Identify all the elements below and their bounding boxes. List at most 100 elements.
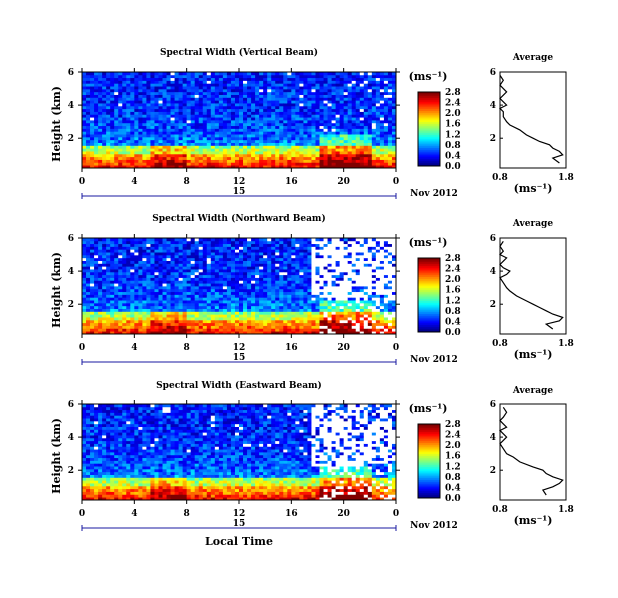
- heatmap-cell: [335, 246, 341, 250]
- heatmap-cell: [106, 105, 111, 110]
- heatmap-cell: [315, 145, 320, 149]
- heatmap-cell: [263, 288, 268, 293]
- heatmap-cell: [371, 162, 377, 166]
- heatmap-cell: [102, 277, 107, 281]
- heatmap-cell: [303, 325, 308, 329]
- heatmap-cell: [150, 263, 155, 267]
- heatmap-cell: [170, 111, 175, 115]
- heatmap-cell: [150, 286, 155, 290]
- heatmap-cell: [162, 297, 167, 301]
- heatmap-cell: [311, 139, 316, 143]
- heatmap-cell: [295, 122, 300, 127]
- heatmap-cell: [234, 142, 240, 146]
- heatmap-cell: [166, 136, 171, 141]
- heatmap-cell: [251, 328, 256, 332]
- heatmap-cell: [94, 88, 99, 93]
- heatmap-cell: [222, 240, 228, 245]
- heatmap-cell: [283, 254, 288, 259]
- heatmap-cell: [355, 139, 361, 143]
- heatmap-cell: [190, 317, 196, 321]
- heatmap-cell: [243, 80, 248, 84]
- heatmap-cell: [86, 153, 91, 158]
- heatmap-cell: [178, 300, 184, 304]
- heatmap-cell: [331, 322, 337, 326]
- heatmap-cell: [162, 77, 167, 81]
- heatmap-cell: [174, 238, 180, 242]
- heatmap-cell: [267, 252, 272, 256]
- heatmap-cell: [210, 142, 216, 146]
- heatmap-cell: [239, 319, 244, 324]
- heatmap-cell: [130, 271, 135, 276]
- heatmap-cell: [351, 88, 357, 93]
- heatmap-cell: [355, 117, 361, 121]
- heatmap-cell: [146, 162, 151, 166]
- heatmap-cell: [190, 77, 196, 81]
- heatmap-cell: [110, 103, 115, 107]
- heatmap-cell: [138, 322, 143, 326]
- heatmap-cell: [335, 165, 341, 169]
- heatmap-cell: [234, 322, 240, 326]
- heatmap-cell: [162, 142, 167, 146]
- heatmap-cell: [130, 263, 135, 267]
- heatmap-cell: [198, 151, 204, 155]
- heatmap-cell: [194, 317, 200, 321]
- heatmap-cell: [214, 159, 220, 163]
- heatmap-cell: [307, 131, 312, 135]
- heatmap-cell: [194, 283, 200, 287]
- heatmap-cell: [202, 317, 208, 321]
- heatmap-cell: [239, 271, 244, 276]
- heatmap-cell: [86, 105, 91, 110]
- heatmap-cell: [202, 122, 208, 127]
- heatmap-cell: [218, 319, 224, 324]
- heatmap-cell: [214, 305, 220, 309]
- heatmap-cell: [339, 291, 345, 295]
- heatmap-cell: [263, 103, 268, 107]
- heatmap-cell: [134, 274, 139, 278]
- heatmap-cell: [319, 305, 324, 309]
- heatmap-cell: [371, 74, 377, 79]
- heatmap-cell: [331, 142, 337, 146]
- heatmap-cell: [343, 291, 349, 295]
- heatmap-cell: [150, 134, 155, 138]
- heatmap-cell: [222, 88, 228, 93]
- heatmap-cell: [307, 277, 312, 281]
- heatmap-cell: [371, 134, 377, 138]
- heatmap-cell: [247, 83, 252, 87]
- heatmap-cell: [319, 145, 324, 149]
- heatmap-cell: [279, 322, 284, 326]
- heatmap-cell: [190, 243, 196, 247]
- heatmap-cell: [122, 142, 127, 146]
- heatmap-cell: [146, 246, 151, 250]
- heatmap-cell: [279, 269, 284, 273]
- heatmap-cell: [275, 317, 280, 321]
- heatmap-cell: [162, 319, 167, 324]
- heatmap-cell: [311, 286, 316, 290]
- heatmap-cell: [146, 159, 151, 163]
- heatmap-cell: [102, 243, 107, 247]
- heatmap-cell: [102, 139, 107, 143]
- heatmap-cell: [214, 300, 220, 304]
- heatmap-cell: [118, 136, 123, 141]
- heatmap-cell: [110, 94, 115, 98]
- heatmap-cell: [110, 74, 115, 79]
- heatmap-cell: [287, 111, 292, 115]
- heatmap-cell: [154, 139, 159, 143]
- heatmap-cell: [82, 257, 87, 261]
- heatmap-cell: [315, 72, 320, 76]
- heatmap-cell: [247, 319, 252, 324]
- heatmap-cell: [202, 257, 208, 261]
- heatmap-cell: [283, 271, 288, 276]
- heatmap-cell: [126, 269, 131, 273]
- heatmap-cell: [150, 291, 155, 295]
- heatmap-cell: [315, 103, 320, 107]
- heatmap-cell: [138, 257, 143, 261]
- heatmap-cell: [287, 328, 292, 332]
- heatmap-cell: [267, 80, 272, 84]
- heatmap-cell: [170, 300, 175, 304]
- heatmap-cell: [239, 252, 244, 256]
- heatmap-cell: [178, 131, 184, 135]
- heatmap-cell: [122, 260, 127, 264]
- heatmap-cell: [150, 148, 155, 152]
- heatmap-cell: [271, 86, 276, 90]
- heatmap-cell: [222, 300, 228, 304]
